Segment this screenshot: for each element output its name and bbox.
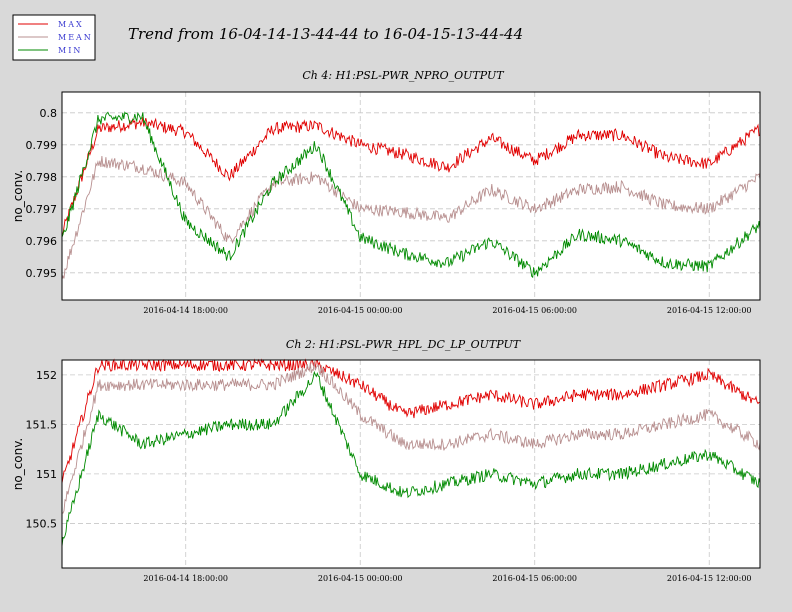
figure-title: Trend from 16-04-14-13-44-44 to 16-04-15… (128, 25, 523, 43)
y-tick-label: 151.5 (26, 418, 58, 431)
y-tick-label: 0.799 (26, 139, 58, 152)
x-tick-label: 2016-04-15 00:00:00 (318, 306, 403, 315)
panel-title: Ch 2: H1:PSL-PWR_HPL_DC_LP_OUTPUT (286, 338, 522, 351)
plot-frame (61, 359, 761, 569)
legend-label-mean: MEAN (58, 33, 93, 42)
plot-area (62, 92, 760, 300)
y-axis-label: no_conv. (11, 438, 25, 490)
legend: MAX MEAN MIN (12, 14, 96, 61)
x-tick-label: 2016-04-15 06:00:00 (492, 574, 577, 583)
y-tick-label: 0.8 (40, 107, 58, 120)
y-tick-label: 150.5 (26, 517, 58, 530)
chart-panel-npro-output: Ch 4: H1:PSL-PWR_NPRO_OUTPUT 0.795 0.796 0.… (11, 69, 761, 315)
plot-area (62, 360, 760, 568)
x-tick-label: 2016-04-15 06:00:00 (492, 306, 577, 315)
y-tick-label: 0.796 (26, 235, 58, 248)
y-tick-label: 151 (36, 468, 57, 481)
y-tick-label: 0.798 (26, 171, 58, 184)
plot-frame (61, 91, 761, 301)
legend-label-min: MIN (58, 46, 82, 55)
legend-label-max: MAX (58, 20, 84, 29)
x-tick-label: 2016-04-15 00:00:00 (318, 574, 403, 583)
series-line-max (61, 116, 761, 236)
x-tick-label: 2016-04-14 18:00:00 (143, 574, 228, 583)
series-line-max (61, 358, 761, 484)
x-tick-label: 2016-04-14 18:00:00 (143, 306, 228, 315)
y-tick-label: 152 (36, 369, 57, 382)
series-line-mean (61, 361, 761, 514)
y-tick-label: 0.797 (26, 203, 58, 216)
series-line-mean (61, 156, 761, 280)
y-tick-label: 0.795 (26, 267, 58, 280)
x-tick-label: 2016-04-15 12:00:00 (667, 574, 752, 583)
chart-panel-hpl-dc-lp-output: Ch 2: H1:PSL-PWR_HPL_DC_LP_OUTPUT 150.5 15… (11, 338, 761, 583)
x-tick-label: 2016-04-15 12:00:00 (667, 306, 752, 315)
series-line-min (61, 370, 761, 547)
y-axis-label: no_conv. (11, 170, 25, 222)
series-line-min (61, 111, 761, 279)
panel-title: Ch 4: H1:PSL-PWR_NPRO_OUTPUT (302, 69, 505, 82)
